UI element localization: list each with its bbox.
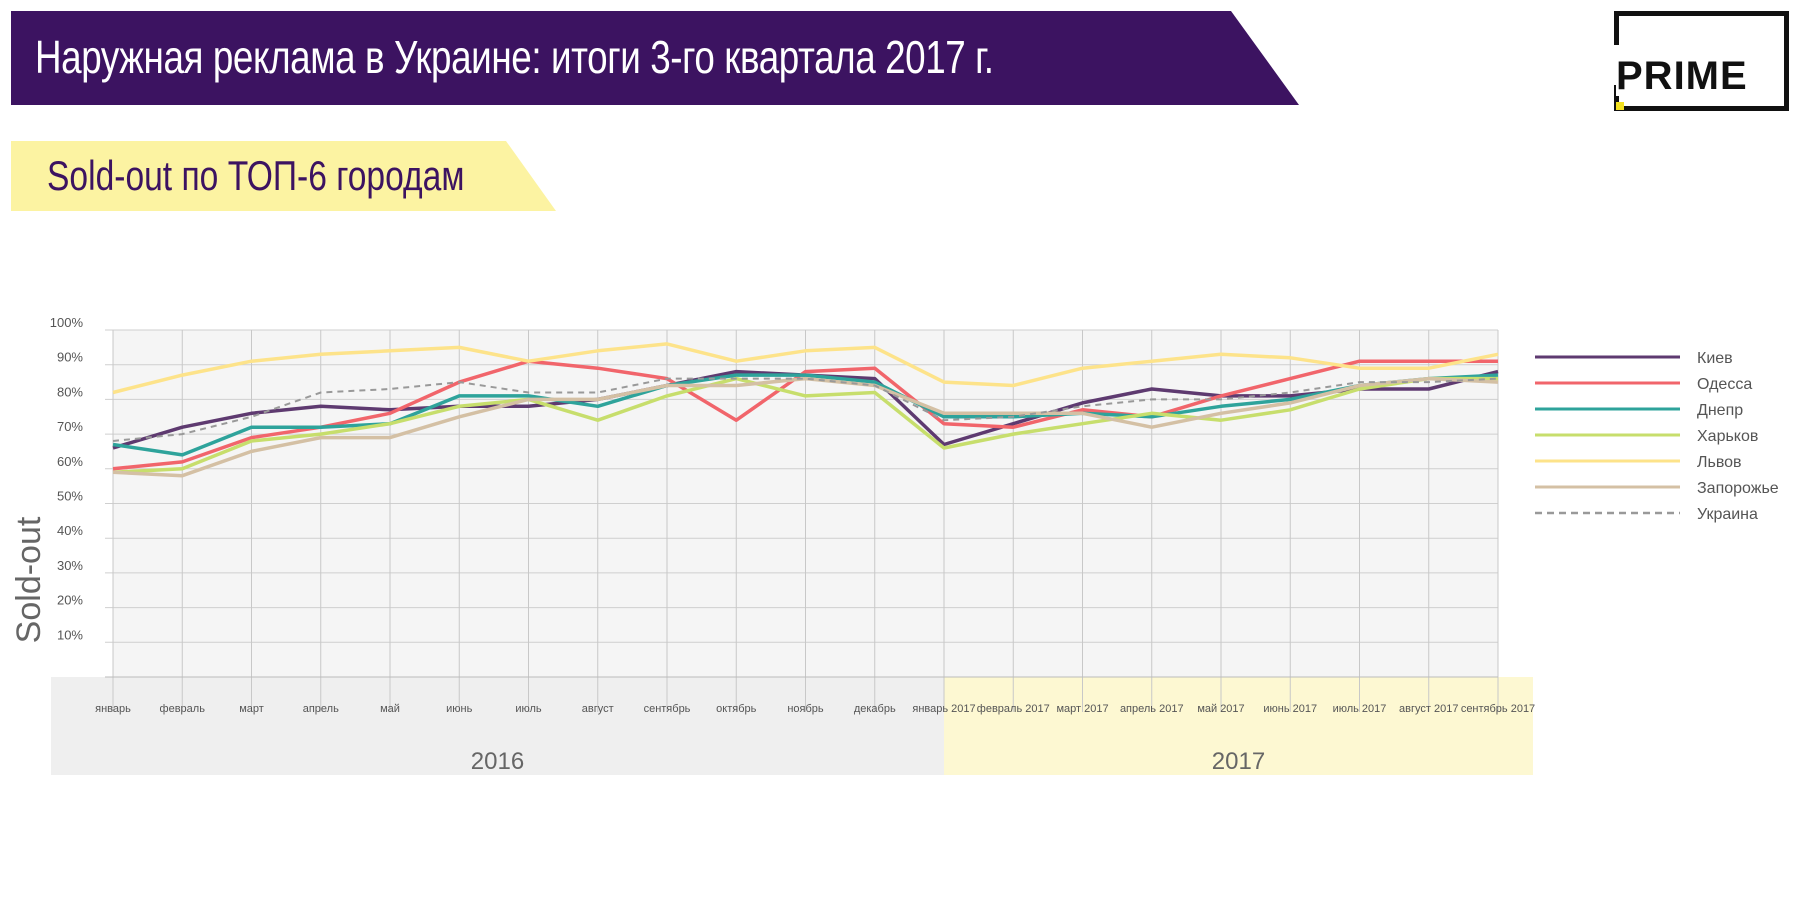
x-tick-label: октябрь xyxy=(716,703,756,715)
y-tick-label: 70% xyxy=(57,419,83,434)
year-band-2017 xyxy=(944,677,1533,775)
legend-label-3: Днепр xyxy=(1697,402,1743,419)
y-tick-label: 80% xyxy=(57,384,83,399)
y-tick-label: 50% xyxy=(57,489,83,504)
legend-label-7: Украина xyxy=(1697,506,1758,523)
x-tick-label: декабрь xyxy=(854,703,896,715)
series-line-6 xyxy=(112,376,1499,478)
x-tick-label: июль 2017 xyxy=(1333,703,1387,715)
x-tick-label: март xyxy=(239,703,264,715)
page-subtitle: Sold-out по ТОП-6 городам xyxy=(47,152,465,199)
series-line-2 xyxy=(112,359,1498,471)
year-label-2016: 2016 xyxy=(471,748,524,775)
legend-label-4: Харьков xyxy=(1697,428,1758,445)
x-tick-label: май xyxy=(380,703,400,715)
y-tick-label: 90% xyxy=(57,350,83,365)
legend-label-1: Киев xyxy=(1697,350,1733,367)
x-tick-label: апрель 2017 xyxy=(1120,703,1184,715)
x-tick-label: август 2017 xyxy=(1399,703,1458,715)
x-tick-label: сентябрь xyxy=(644,703,691,715)
x-tick-label: май 2017 xyxy=(1197,703,1244,715)
page-title: Наружная реклама в Украине: итоги 3-го к… xyxy=(35,31,994,83)
x-tick-label: март 2017 xyxy=(1056,703,1108,715)
x-tick-label: ноябрь xyxy=(787,703,824,715)
y-tick-label: 60% xyxy=(57,454,83,469)
y-axis-label: Sold-out xyxy=(10,516,48,643)
x-tick-label: январь xyxy=(95,703,131,715)
legend-label-5: Львов xyxy=(1697,454,1742,471)
x-tick-label: февраль xyxy=(160,703,206,715)
x-tick-label: январь 2017 xyxy=(912,703,975,715)
y-tick-label: 20% xyxy=(57,593,83,608)
x-tick-label: август xyxy=(582,703,614,715)
year-band-2016 xyxy=(51,677,944,775)
prime-logo: PRIME xyxy=(1608,11,1789,111)
x-tick-label: июнь 2017 xyxy=(1263,703,1317,715)
series-line-5 xyxy=(112,342,1499,395)
title-banner: Наружная реклама в Украине: итоги 3-го к… xyxy=(11,11,1299,105)
x-tick-label: июль xyxy=(515,703,542,715)
x-tick-label: июнь xyxy=(446,703,472,715)
subtitle-banner: Sold-out по ТОП-6 городам xyxy=(11,141,556,211)
series-line-4 xyxy=(112,376,1498,475)
y-tick-label: 10% xyxy=(57,627,83,642)
y-tick-label: 30% xyxy=(57,558,83,573)
logo-text: PRIME xyxy=(1616,54,1750,98)
logo-dot xyxy=(1616,102,1624,110)
legend-label-6: Запорожье xyxy=(1697,480,1779,497)
x-tick-label: апрель xyxy=(303,703,339,715)
y-tick-label: 100% xyxy=(50,315,84,330)
x-tick-label: февраль 2017 xyxy=(977,703,1050,715)
y-tick-label: 40% xyxy=(57,523,83,538)
legend-label-2: Одесса xyxy=(1697,376,1752,393)
series-line-3 xyxy=(112,373,1499,457)
x-tick-label: сентябрь 2017 xyxy=(1461,703,1535,715)
year-label-2017: 2017 xyxy=(1212,748,1265,775)
